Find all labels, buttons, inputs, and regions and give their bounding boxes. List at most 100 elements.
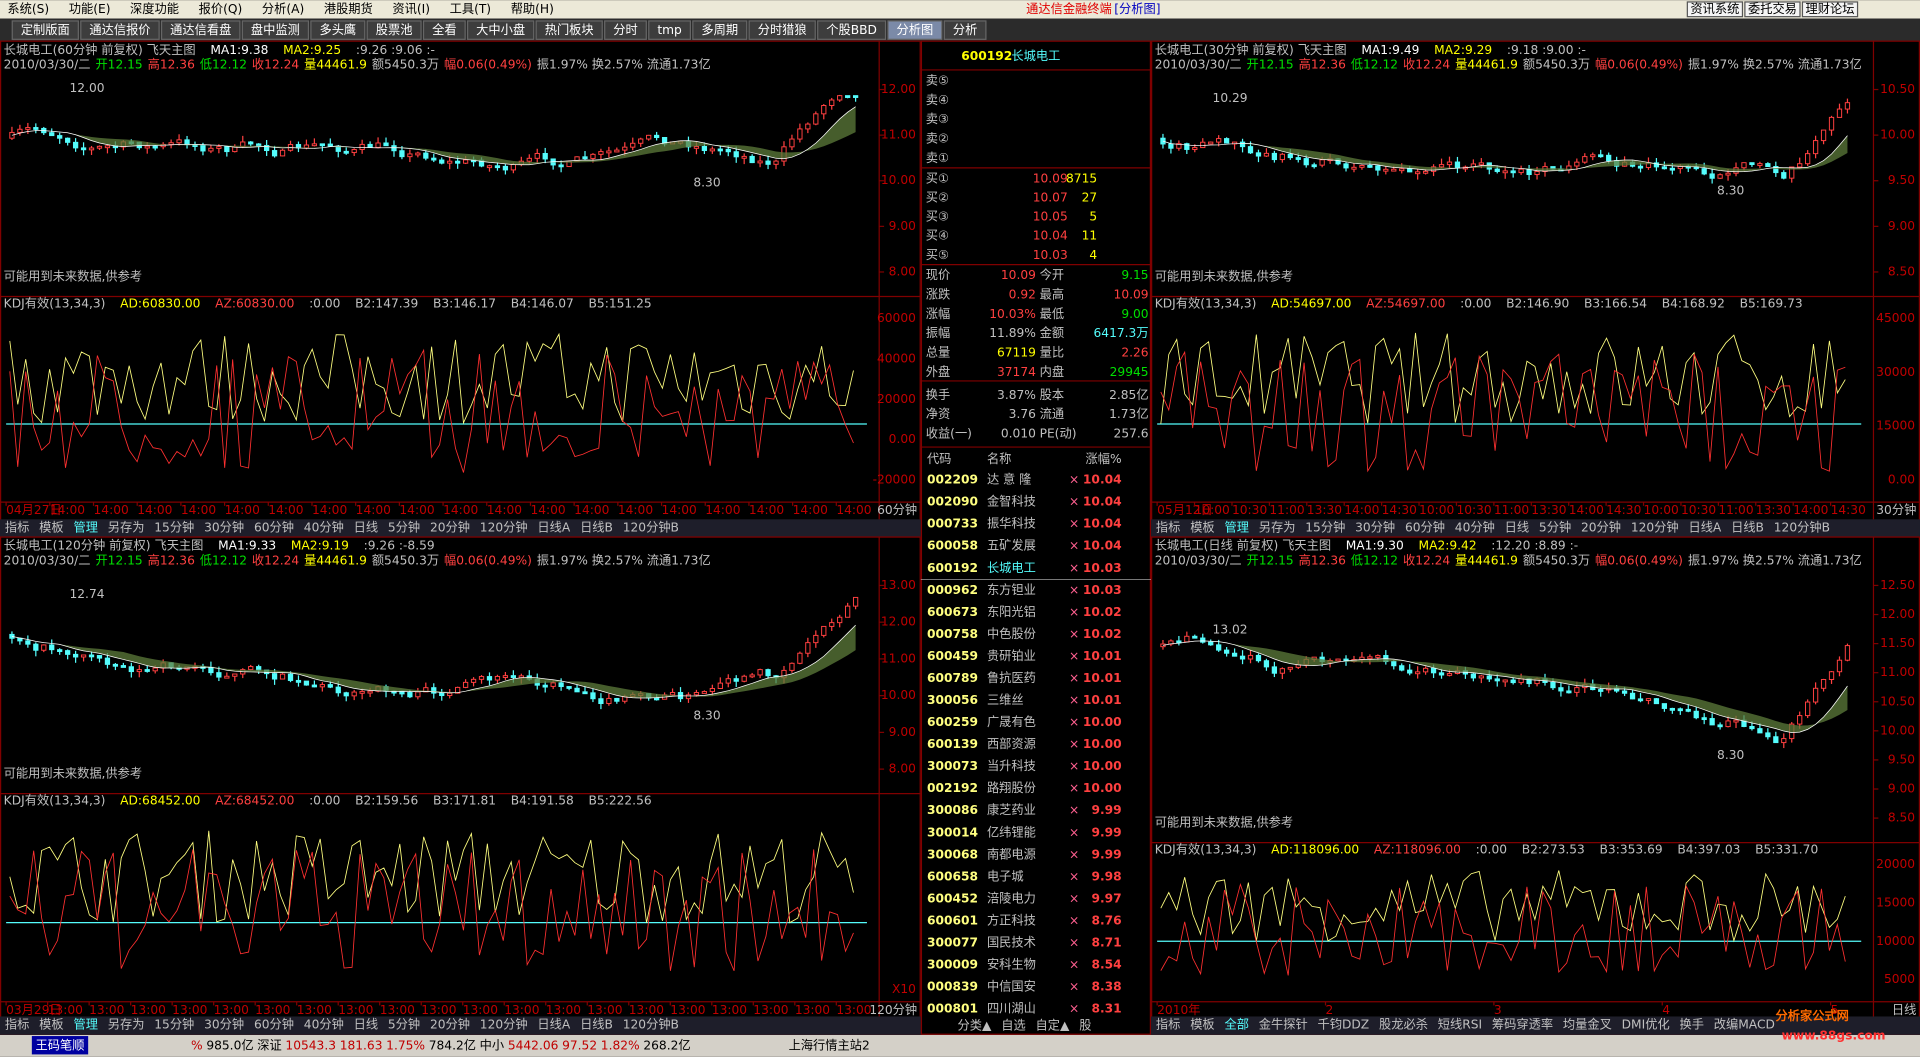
tab[interactable] bbox=[466, 20, 535, 40]
indicator-tab[interactable]: 20分钟 bbox=[1581, 519, 1621, 534]
indicator-tab[interactable]: 20分钟 bbox=[430, 1017, 470, 1032]
stock-name[interactable]: 西部资源 bbox=[987, 736, 1036, 751]
indicator-tab[interactable]: 40分钟 bbox=[1455, 519, 1495, 534]
tab-label[interactable]: 大中小盘 bbox=[476, 22, 525, 37]
tab[interactable] bbox=[241, 20, 310, 40]
indicator-tab[interactable]: 模板 bbox=[39, 1018, 63, 1032]
tab-label[interactable]: 多头鹰 bbox=[319, 22, 356, 37]
tab-label[interactable]: 分析 bbox=[953, 23, 977, 37]
tab-label[interactable]: 分析图 bbox=[897, 23, 934, 37]
tab[interactable] bbox=[80, 20, 160, 40]
tab[interactable] bbox=[817, 20, 887, 40]
indicator-tab[interactable]: 股龙必杀 bbox=[1379, 1017, 1428, 1032]
stock-code[interactable]: 000962 bbox=[927, 583, 978, 597]
indicator-tab[interactable]: 日线A bbox=[1688, 520, 1721, 534]
tab-label[interactable]: tmp bbox=[657, 23, 682, 37]
stock-code[interactable]: 600259 bbox=[927, 715, 978, 729]
indicator-tab[interactable]: 管理 bbox=[1224, 519, 1248, 534]
indicator-tab[interactable]: 60分钟 bbox=[1405, 519, 1445, 534]
indicator-tab[interactable]: 另存为 bbox=[1259, 520, 1296, 534]
stock-name[interactable]: 长城电工 bbox=[987, 561, 1036, 575]
stock-name[interactable]: 亿纬锂能 bbox=[987, 824, 1036, 839]
tab-label[interactable]: 分时猎狼 bbox=[758, 22, 807, 37]
indicator-tab[interactable]: 指标 bbox=[5, 519, 29, 534]
stock-code[interactable]: 300068 bbox=[927, 847, 978, 861]
tab[interactable] bbox=[604, 20, 647, 40]
menu-item[interactable]: 功能(E) bbox=[69, 2, 111, 16]
indicator-tab[interactable]: 模板 bbox=[39, 520, 63, 534]
indicator-tab[interactable]: 30分钟 bbox=[1355, 519, 1395, 534]
stock-code[interactable]: 600452 bbox=[927, 891, 978, 905]
indicator-tab[interactable]: 60分钟 bbox=[254, 1017, 294, 1032]
stock-code[interactable]: 300014 bbox=[927, 825, 978, 839]
top-button[interactable]: 资讯系统 bbox=[1690, 2, 1739, 16]
indicator-tab[interactable]: 千钧DDZ bbox=[1318, 1018, 1370, 1032]
indicator-tab[interactable]: 5分钟 bbox=[388, 519, 420, 534]
stock-code[interactable]: 600658 bbox=[927, 869, 978, 883]
tab[interactable] bbox=[160, 20, 241, 40]
stock-name[interactable]: 康芝药业 bbox=[987, 802, 1036, 817]
indicator-tab[interactable]: 指标 bbox=[1156, 519, 1180, 534]
indicator-tab[interactable]: 筹码穿透率 bbox=[1492, 1017, 1553, 1032]
tab[interactable] bbox=[535, 20, 603, 40]
stock-code[interactable]: 000733 bbox=[927, 517, 978, 531]
stock-name[interactable]: 涪陵电力 bbox=[987, 890, 1036, 905]
indicator-tab[interactable]: 日线A bbox=[537, 1018, 570, 1032]
stock-code[interactable]: 300056 bbox=[927, 693, 978, 707]
menu-item[interactable]: 报价(Q) bbox=[199, 1, 243, 16]
tab[interactable] bbox=[648, 20, 691, 40]
indicator-tab[interactable]: 120分钟B bbox=[623, 1017, 679, 1032]
indicator-tab[interactable]: 管理 bbox=[73, 519, 97, 534]
stock-name[interactable]: 中色股份 bbox=[987, 626, 1036, 641]
indicator-tab[interactable]: 60分钟 bbox=[254, 519, 294, 534]
stock-code[interactable]: 300009 bbox=[927, 958, 978, 972]
indicator-tab[interactable]: 20分钟 bbox=[430, 519, 470, 534]
indicator-tab[interactable]: 30分钟 bbox=[204, 1017, 244, 1032]
indicator-tab[interactable]: 40分钟 bbox=[304, 519, 344, 534]
tab[interactable] bbox=[422, 20, 466, 40]
stock-name[interactable]: 东阳光铝 bbox=[987, 604, 1036, 619]
stock-code[interactable]: 600192 bbox=[927, 561, 978, 575]
top-button[interactable]: 委托交易 bbox=[1748, 1, 1797, 16]
indicator-tab[interactable]: 另存为 bbox=[108, 520, 145, 534]
stock-code[interactable]: 300073 bbox=[927, 759, 978, 773]
stock-code[interactable]: 600459 bbox=[927, 649, 978, 663]
indicator-tab[interactable]: 改编MACD bbox=[1714, 1017, 1775, 1032]
indicator-tab[interactable]: 管理 bbox=[73, 1017, 97, 1032]
stock-name[interactable]: 达 意 隆 bbox=[987, 472, 1031, 487]
indicator-tab[interactable]: 换手 bbox=[1680, 1018, 1704, 1032]
stock-code[interactable]: 000758 bbox=[927, 627, 978, 641]
indicator-tab[interactable]: 日线 bbox=[354, 520, 378, 534]
stock-name[interactable]: 四川湖山 bbox=[987, 1001, 1036, 1016]
menu-item[interactable]: 资讯(I) bbox=[392, 2, 430, 16]
tab[interactable] bbox=[943, 20, 987, 40]
indicator-tab[interactable]: 30分钟 bbox=[204, 519, 244, 534]
indicator-tab[interactable]: 日线B bbox=[580, 1018, 613, 1032]
tab-label[interactable]: 个股BBD bbox=[826, 23, 877, 37]
indicator-tab[interactable]: 金牛探针 bbox=[1259, 1017, 1308, 1032]
stock-name[interactable]: 路翔股份 bbox=[987, 780, 1036, 795]
stock-name[interactable]: 五矿发展 bbox=[987, 538, 1036, 553]
indicator-tab[interactable]: 120分钟 bbox=[480, 519, 528, 534]
indicator-tab[interactable]: 指标 bbox=[5, 1017, 29, 1032]
list-tab[interactable]: 自选 bbox=[1001, 1019, 1025, 1033]
stock-code[interactable]: 300077 bbox=[927, 935, 978, 949]
indicator-tab[interactable]: 120分钟B bbox=[623, 519, 679, 534]
tab-label[interactable]: 热门板块 bbox=[545, 22, 594, 37]
menu-item[interactable]: 系统(S) bbox=[7, 2, 49, 16]
indicator-tab[interactable]: 120分钟 bbox=[480, 1017, 528, 1032]
tab[interactable] bbox=[11, 20, 79, 40]
menu-item[interactable]: 工具(T) bbox=[450, 2, 492, 16]
stock-name[interactable]: 贵研铂业 bbox=[987, 648, 1036, 663]
indicator-tab[interactable]: 日线 bbox=[354, 1018, 378, 1032]
stock-name[interactable]: 方正科技 bbox=[987, 912, 1036, 927]
stock-name[interactable]: 中信国安 bbox=[987, 979, 1036, 994]
indicator-tab[interactable]: 指标 bbox=[1156, 1017, 1180, 1032]
stock-code[interactable]: 000801 bbox=[927, 1002, 978, 1016]
stock-code[interactable]: 600789 bbox=[927, 671, 978, 685]
tab[interactable] bbox=[692, 20, 748, 40]
indicator-tab[interactable]: 40分钟 bbox=[304, 1017, 344, 1032]
indicator-tab[interactable]: 日线B bbox=[1731, 520, 1764, 534]
indicator-tab[interactable]: 15分钟 bbox=[154, 519, 194, 534]
indicator-tab[interactable]: 日线 bbox=[1505, 520, 1529, 534]
